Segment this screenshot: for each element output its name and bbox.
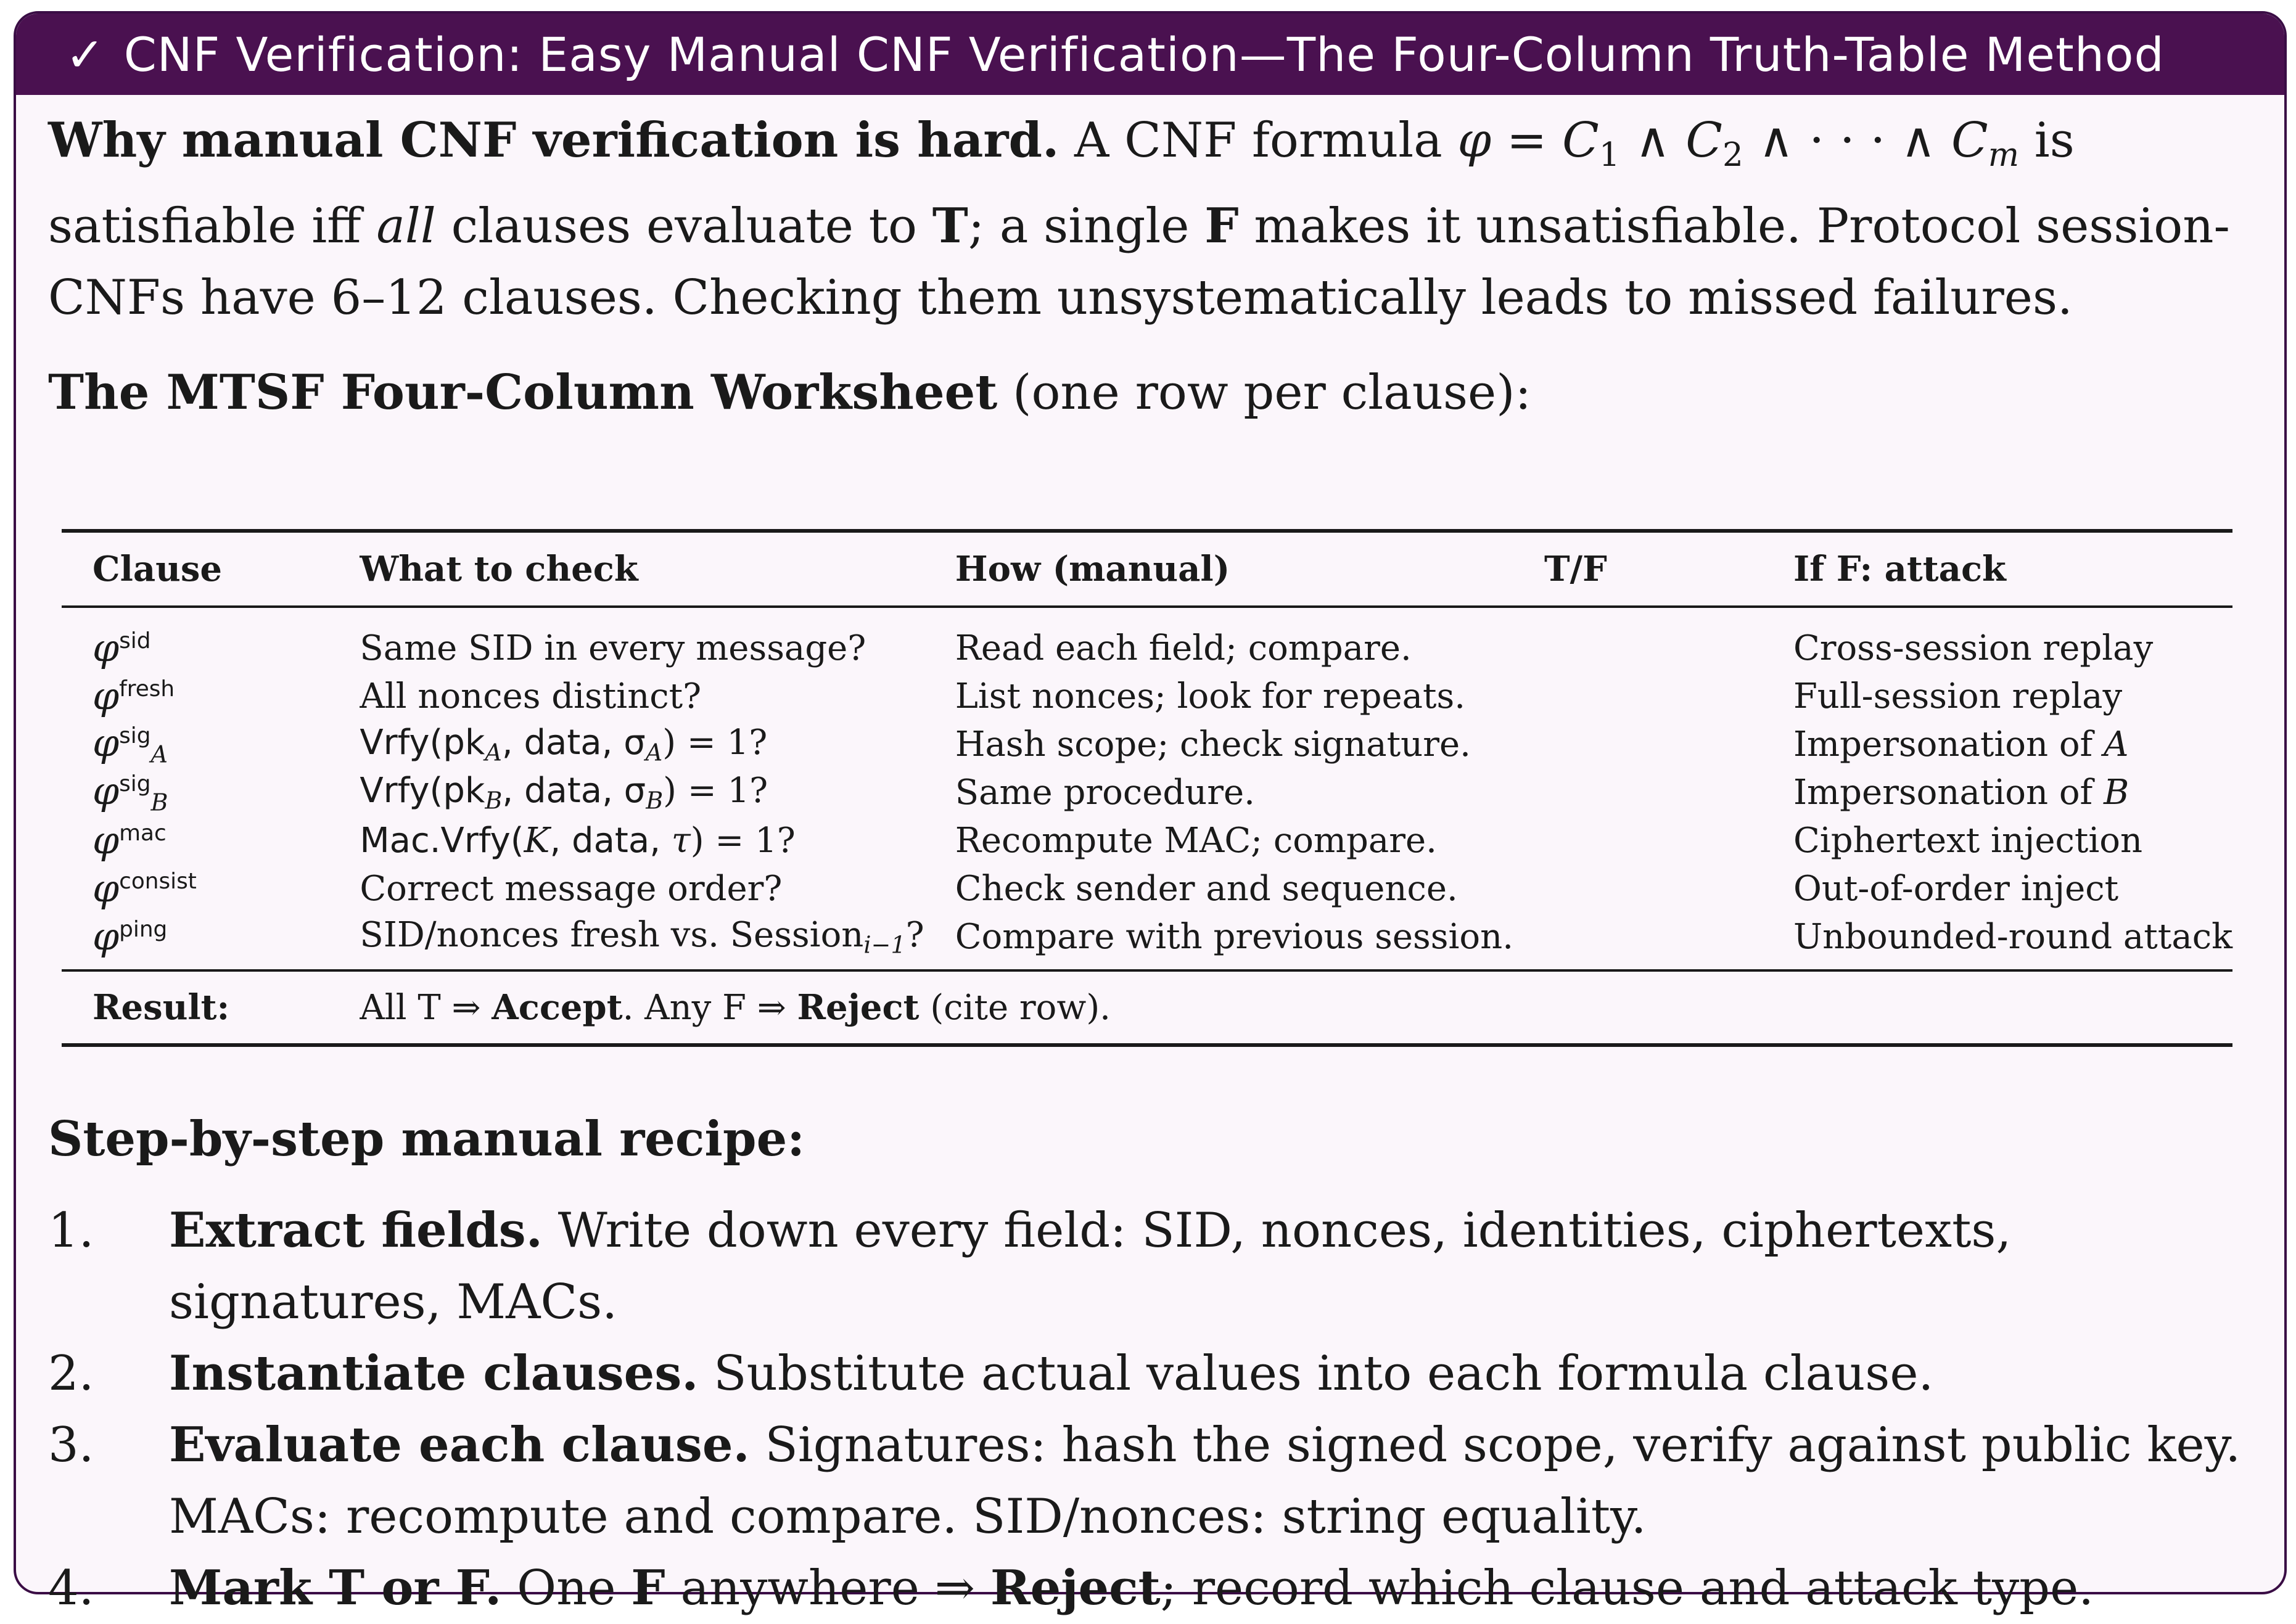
intro-text: makes it unsatisfiable. Protocol session… [48, 198, 2230, 326]
attack-cell: Impersonation of B [1793, 772, 2129, 813]
col-header-tf: T/F [1544, 549, 1607, 589]
box-title: CNF Verification: Easy Manual CNF Verifi… [123, 27, 2165, 82]
list-item: 2. Instantiate clauses. Substitute actua… [48, 1338, 2244, 1409]
intro-all: all [376, 198, 436, 254]
result-row: Result: All T ⇒ Accept. Any F ⇒ Reject (… [62, 970, 2232, 1045]
intro-text: ; a single [968, 198, 1205, 254]
list-item: 1. Extract fields. Write down every fiel… [48, 1195, 2244, 1338]
attack-cell: Full-session replay [1793, 676, 2123, 716]
how-cell: Hash scope; check signature. [955, 724, 1471, 765]
worksheet-heading: The MTSF Four-Column Worksheet (one row … [48, 357, 2244, 429]
how-cell: Check sender and sequence. [955, 868, 1458, 909]
formula-c2: C [1685, 113, 1722, 168]
worksheet-title: The MTSF Four-Column Worksheet [48, 364, 998, 420]
worksheet-note: (one row per clause): [997, 364, 1531, 420]
intro-f: F [1204, 197, 1239, 254]
recipe-section: Step-by-step manual recipe: 1. Extract f… [48, 1104, 2244, 1624]
formula-phi: φ [1457, 113, 1492, 168]
clause-cell: φping [93, 914, 168, 959]
attack-cell: Cross-session replay [1793, 628, 2154, 668]
what-cell: All nonces distinct? [360, 676, 702, 716]
clause-cell: φsigB [93, 768, 168, 816]
table-row: φping SID/nonces fresh vs. Sessioni−1? C… [62, 912, 2232, 970]
col-header-clause: Clause [93, 549, 222, 589]
attack-cell: Unbounded-round attack [1793, 916, 2232, 957]
step-number: 3. [48, 1417, 94, 1473]
what-cell: Vrfy(pkB, data, σB) = 1? [360, 770, 768, 814]
clause-cell: φmac [93, 818, 167, 863]
formula-cm-sub: m [1988, 135, 2019, 174]
clause-cell: φfresh [93, 674, 175, 718]
clause-cell: φconsist [93, 866, 197, 911]
table-row: φconsist Correct message order? Check se… [62, 864, 2232, 912]
step-number: 2. [48, 1346, 94, 1401]
clause-cell: φsid [93, 626, 151, 670]
list-item: 3. Evaluate each clause. Signatures: has… [48, 1409, 2244, 1552]
table-row: φsigA Vrfy(pkA, data, σA) = 1? Hash scop… [62, 720, 2232, 768]
formula-and: ∧ [1619, 113, 1686, 168]
intro-section: Why manual CNF verification is hard. A C… [48, 105, 2244, 429]
what-cell: SID/nonces fresh vs. Sessioni−1? [360, 914, 924, 959]
intro-paragraph: Why manual CNF verification is hard. A C… [48, 105, 2244, 334]
attack-cell: Impersonation of A [1793, 724, 2129, 765]
attack-cell: Out-of-order inject [1793, 868, 2119, 909]
col-header-what: What to check [360, 549, 638, 589]
what-cell: Correct message order? [360, 868, 783, 909]
attack-cell: Ciphertext injection [1793, 820, 2143, 861]
formula-c1-sub: 1 [1599, 135, 1620, 174]
col-header-attack: If F: attack [1793, 549, 2006, 589]
tf-cell [1513, 816, 1763, 864]
intro-text: is satisfiable iff [48, 113, 2075, 254]
step-body: Evaluate each clause. Signatures: hash t… [169, 1417, 2241, 1544]
table-header-row: Clause What to check How (manual) T/F If… [62, 531, 2232, 607]
tf-cell [1513, 912, 1763, 970]
table-row: φsigB Vrfy(pkB, data, σB) = 1? Same proc… [62, 768, 2232, 816]
box-header: ✓ CNF Verification: Easy Manual CNF Veri… [16, 14, 2284, 95]
table-row: φmac Mac.Vrfy(K, data, τ) = 1? Recompute… [62, 816, 2232, 864]
formula-eq: = [1491, 113, 1563, 168]
clause-cell: φsigA [93, 720, 168, 768]
step-body: Instantiate clauses. Substitute actual v… [169, 1345, 1934, 1401]
intro-text: A CNF formula [1074, 113, 1442, 168]
what-cell: Vrfy(pkA, data, σA) = 1? [360, 722, 768, 766]
step-body: Mark T or F. One F anywhere ⇒ Reject; re… [169, 1560, 2094, 1616]
tf-cell [1513, 672, 1763, 720]
verification-box: ✓ CNF Verification: Easy Manual CNF Veri… [14, 11, 2287, 1594]
intro-t: T [932, 197, 968, 254]
result-text: All T ⇒ Accept. Any F ⇒ Reject (cite row… [360, 987, 1111, 1028]
tf-cell [1513, 720, 1763, 768]
how-cell: Compare with previous session. [955, 916, 1513, 957]
tf-cell [1513, 864, 1763, 912]
formula-c2-sub: 2 [1722, 135, 1743, 174]
step-number: 4. [48, 1560, 94, 1616]
what-cell: Same SID in every message? [360, 628, 866, 668]
formula-dots: ∧ · · · ∧ [1743, 113, 1952, 168]
tf-cell [1513, 607, 1763, 672]
how-cell: List nonces; look for repeats. [955, 676, 1466, 716]
how-cell: Same procedure. [955, 772, 1255, 813]
step-number: 1. [48, 1203, 94, 1258]
formula-c1: C [1562, 113, 1599, 168]
list-item: 4. Mark T or F. One F anywhere ⇒ Reject;… [48, 1552, 2244, 1624]
result-label: Result: [93, 987, 230, 1028]
step-body: Extract fields. Write down every field: … [169, 1202, 2012, 1330]
how-cell: Read each field; compare. [955, 628, 1412, 668]
tf-cell [1513, 768, 1763, 816]
table-row: φsid Same SID in every message? Read eac… [62, 607, 2232, 672]
worksheet-table: Clause What to check How (manual) T/F If… [62, 529, 2232, 1047]
intro-lead: Why manual CNF verification is hard. [48, 112, 1060, 168]
formula-cm: C [1951, 113, 1988, 168]
recipe-title: Step-by-step manual recipe: [48, 1111, 805, 1167]
check-icon: ✓ [65, 27, 105, 82]
what-cell: Mac.Vrfy(K, data, τ) = 1? [360, 820, 796, 861]
intro-text: clauses evaluate to [435, 198, 932, 254]
table-row: φfresh All nonces distinct? List nonces;… [62, 672, 2232, 720]
col-header-how: How (manual) [955, 549, 1230, 589]
how-cell: Recompute MAC; compare. [955, 820, 1437, 861]
